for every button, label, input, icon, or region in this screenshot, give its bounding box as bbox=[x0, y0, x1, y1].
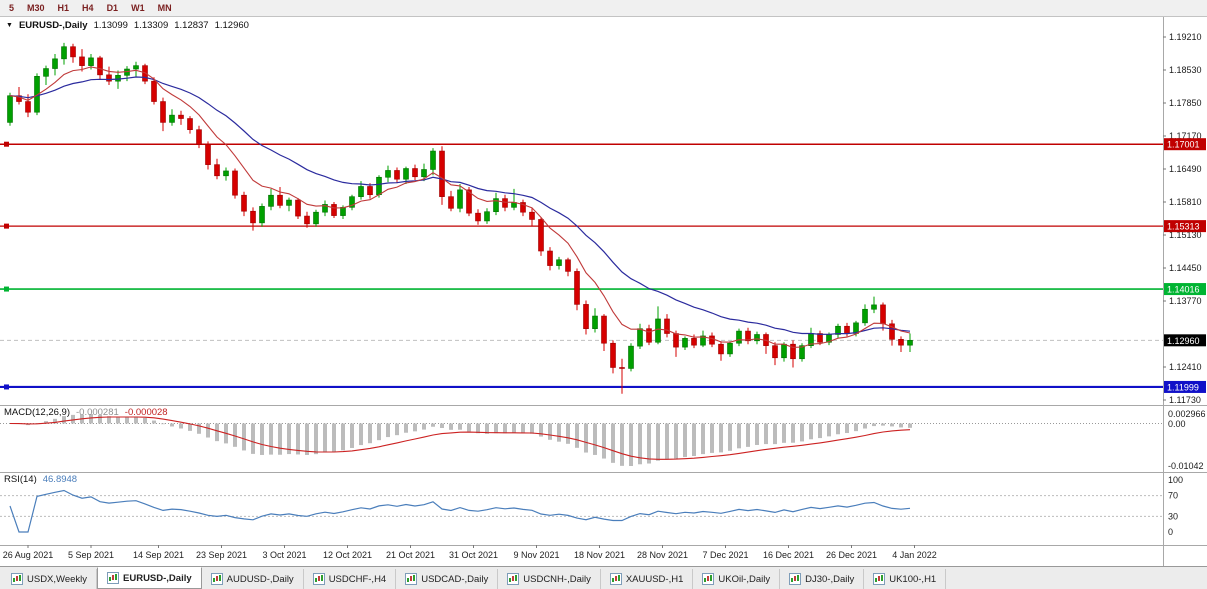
chart-icon bbox=[507, 573, 520, 585]
svg-text:1.15130: 1.15130 bbox=[1169, 230, 1202, 240]
svg-text:0.002966: 0.002966 bbox=[1168, 409, 1206, 419]
chart-icon bbox=[107, 572, 120, 584]
tab-label: USDCNH-,Daily bbox=[523, 573, 591, 585]
tab-audusd-daily[interactable]: AUDUSD-,Daily bbox=[202, 569, 304, 589]
svg-text:7 Dec 2021: 7 Dec 2021 bbox=[702, 550, 748, 560]
ma-fast-line bbox=[9, 66, 911, 348]
tab-label: USDCAD-,Daily bbox=[421, 573, 489, 585]
candlestick-series bbox=[7, 42, 913, 394]
timeframe-button-5[interactable]: 5 bbox=[9, 3, 15, 13]
timeframe-button-d1[interactable]: D1 bbox=[106, 3, 119, 13]
tab-label: XAUUSD-,H1 bbox=[625, 573, 684, 585]
price-level-badge bbox=[1164, 380, 1206, 393]
svg-text:70: 70 bbox=[1168, 491, 1178, 501]
tab-label: DJ30-,Daily bbox=[805, 573, 855, 585]
tab-usdcnh-daily[interactable]: USDCNH-,Daily bbox=[498, 569, 601, 589]
tab-usdx-weekly[interactable]: USDX,Weekly bbox=[2, 569, 98, 589]
svg-text:1.17850: 1.17850 bbox=[1169, 98, 1202, 108]
svg-text:1.16490: 1.16490 bbox=[1169, 164, 1202, 174]
svg-text:28 Nov 2021: 28 Nov 2021 bbox=[637, 550, 688, 560]
svg-text:1.11999: 1.11999 bbox=[1167, 382, 1199, 392]
timeframe-button-m30[interactable]: M30 bbox=[27, 3, 45, 13]
chart-icon bbox=[789, 573, 802, 585]
rsi-indicator: 100 70 30 0 bbox=[0, 475, 1183, 537]
svg-text:1.12410: 1.12410 bbox=[1169, 362, 1202, 372]
chart-area: 0.002966 0.00 -0.01042 100 70 30 0 1.19210 1.185… bbox=[0, 17, 1207, 566]
svg-text:1.12960: 1.12960 bbox=[1167, 336, 1200, 346]
timeframe-button-mn[interactable]: MN bbox=[157, 3, 172, 13]
svg-text:1.15313: 1.15313 bbox=[1167, 222, 1200, 232]
svg-text:100: 100 bbox=[1168, 475, 1183, 485]
svg-text:21 Oct 2021: 21 Oct 2021 bbox=[386, 550, 435, 560]
tab-usdcad-daily[interactable]: USDCAD-,Daily bbox=[396, 569, 499, 589]
tab-label: EURUSD-,Daily bbox=[123, 572, 192, 584]
tab-ukoil-daily[interactable]: UKOil-,Daily bbox=[693, 569, 781, 589]
bottom-tab-bar: USDX,Weekly EURUSD-,Daily AUDUSD-,Daily USD… bbox=[0, 566, 1207, 589]
svg-text:1.14016: 1.14016 bbox=[1167, 285, 1200, 295]
timeframe-toolbar: 5 M30 H1 H4 D1 W1 MN bbox=[0, 0, 1207, 17]
line-handle[interactable] bbox=[4, 141, 9, 147]
svg-text:31 Oct 2021: 31 Oct 2021 bbox=[449, 550, 498, 560]
chart-icon bbox=[609, 573, 622, 585]
price-level-badge bbox=[1164, 220, 1206, 233]
svg-text:30: 30 bbox=[1168, 511, 1178, 521]
svg-text:18 Nov 2021: 18 Nov 2021 bbox=[574, 550, 625, 560]
svg-text:1.18530: 1.18530 bbox=[1169, 65, 1202, 75]
svg-text:12 Oct 2021: 12 Oct 2021 bbox=[323, 550, 372, 560]
support-resistance-lines[interactable] bbox=[0, 141, 1163, 390]
svg-text:1.17001: 1.17001 bbox=[1167, 140, 1200, 150]
price-level-badge bbox=[1164, 138, 1206, 151]
line-handle[interactable] bbox=[4, 223, 9, 229]
svg-text:4 Jan 2022: 4 Jan 2022 bbox=[892, 550, 937, 560]
svg-text:23 Sep 2021: 23 Sep 2021 bbox=[196, 550, 247, 560]
chart-icon bbox=[210, 573, 223, 585]
svg-text:0.00: 0.00 bbox=[1168, 419, 1186, 429]
tab-usdchf-h4[interactable]: USDCHF-,H4 bbox=[304, 569, 397, 589]
chart-icon bbox=[702, 573, 715, 585]
chart-icon bbox=[11, 573, 23, 585]
svg-text:1.19210: 1.19210 bbox=[1169, 32, 1202, 42]
svg-text:26 Aug 2021: 26 Aug 2021 bbox=[3, 550, 54, 560]
svg-text:5 Sep 2021: 5 Sep 2021 bbox=[68, 550, 114, 560]
price-level-badge bbox=[1164, 283, 1206, 296]
tab-label: UK100-,H1 bbox=[889, 573, 937, 585]
svg-text:14 Sep 2021: 14 Sep 2021 bbox=[133, 550, 184, 560]
chart-icon bbox=[873, 573, 886, 585]
ma-slow-line bbox=[9, 76, 911, 335]
price-axis[interactable]: 1.19210 1.18530 1.17850 1.17170 1.16490 1.158… bbox=[1163, 17, 1202, 566]
svg-text:3 Oct 2021: 3 Oct 2021 bbox=[262, 550, 306, 560]
tab-label: USDX,Weekly bbox=[27, 573, 88, 585]
svg-text:16 Dec 2021: 16 Dec 2021 bbox=[763, 550, 814, 560]
timeframe-button-h1[interactable]: H1 bbox=[57, 3, 70, 13]
svg-text:1.14450: 1.14450 bbox=[1169, 263, 1202, 273]
date-axis[interactable]: 26 Aug 2021 5 Sep 2021 14 Sep 2021 23 Sep 2… bbox=[3, 545, 937, 560]
svg-text:-0.01042: -0.01042 bbox=[1168, 461, 1204, 471]
line-handle[interactable] bbox=[4, 384, 9, 390]
chart-icon bbox=[312, 573, 325, 585]
svg-text:1.17170: 1.17170 bbox=[1169, 131, 1202, 141]
tab-uk100-h1[interactable]: UK100-,H1 bbox=[864, 569, 947, 589]
tab-eurusd-daily[interactable]: EURUSD-,Daily bbox=[97, 567, 202, 589]
price-level-badges: 1.17001 1.15313 1.14016 1.11999 1.12960 bbox=[1164, 138, 1206, 393]
timeframe-button-w1[interactable]: W1 bbox=[131, 3, 145, 13]
svg-text:26 Dec 2021: 26 Dec 2021 bbox=[826, 550, 877, 560]
panel-separators[interactable] bbox=[0, 405, 1207, 546]
svg-text:1.13770: 1.13770 bbox=[1169, 296, 1202, 306]
timeframe-button-h4[interactable]: H4 bbox=[82, 3, 94, 13]
chart-icon bbox=[405, 573, 418, 585]
tab-label: USDCHF-,H4 bbox=[328, 573, 387, 585]
svg-text:1.11730: 1.11730 bbox=[1169, 395, 1201, 405]
tab-dj30-daily[interactable]: DJ30-,Daily bbox=[780, 569, 865, 589]
svg-text:9 Nov 2021: 9 Nov 2021 bbox=[513, 550, 559, 560]
tab-label: AUDUSD-,Daily bbox=[226, 573, 294, 585]
svg-text:1.15810: 1.15810 bbox=[1169, 197, 1202, 207]
current-price-badge bbox=[1164, 334, 1206, 347]
tab-xauusd-h1[interactable]: XAUUSD-,H1 bbox=[601, 569, 694, 589]
svg-text:0: 0 bbox=[1168, 527, 1173, 537]
line-handle[interactable] bbox=[4, 286, 9, 292]
tab-label: UKOil-,Daily bbox=[718, 573, 771, 585]
